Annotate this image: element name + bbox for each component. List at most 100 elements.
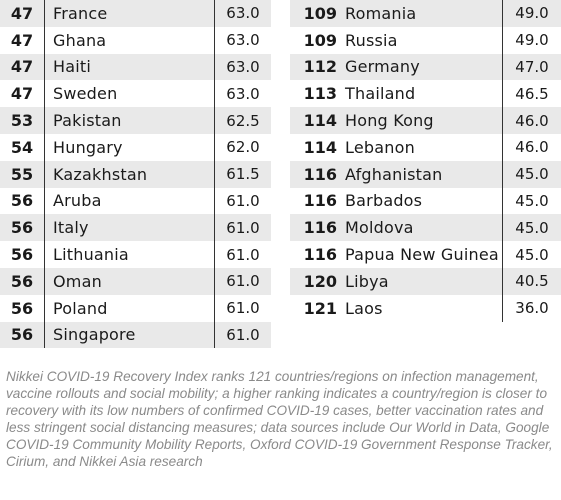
rank-cell: 47 <box>10 30 34 50</box>
footnote: Nikkei COVID-19 Recovery Index ranks 121… <box>6 369 553 470</box>
rank-cell: 56 <box>10 191 34 211</box>
score-cell: 63.0 <box>214 80 271 108</box>
table-row: 56 Aruba 61.0 <box>0 187 271 215</box>
table-row: 112 Germany 47.0 <box>290 53 561 81</box>
table-row: 114 Hong Kong 46.0 <box>290 107 561 134</box>
table-row: 47 Haiti 63.0 <box>0 53 271 81</box>
score-cell: 46.5 <box>502 80 561 108</box>
rank-cell: 47 <box>10 3 34 23</box>
score-cell: 61.0 <box>214 321 271 349</box>
table-row: 47 Ghana 63.0 <box>0 26 271 54</box>
score-cell: 61.0 <box>214 294 271 322</box>
rank-cell: 56 <box>10 271 34 291</box>
score-cell: 61.5 <box>214 160 271 188</box>
country-cell: Lithuania <box>44 241 214 268</box>
rank-cell: 116 <box>303 218 337 238</box>
table-row: 120 Libya 40.5 <box>290 267 561 295</box>
table-row: 113 Thailand 46.5 <box>290 80 561 108</box>
country-cell: Ghana <box>44 26 214 54</box>
country-cell: Germany <box>345 57 420 77</box>
table-row: 121 Laos 36.0 <box>290 294 561 322</box>
rank-cell: 56 <box>10 325 34 345</box>
country-cell: Barbados <box>345 191 423 211</box>
score-cell: 45.0 <box>502 160 561 188</box>
country-cell: Hungary <box>44 133 214 161</box>
table-row: 56 Poland 61.0 <box>0 294 271 322</box>
rank-cell: 56 <box>10 245 34 265</box>
table-row: 114 Lebanon 46.0 <box>290 133 561 161</box>
table-row: 53 Pakistan 62.5 <box>0 107 271 134</box>
score-cell: 61.0 <box>214 214 271 242</box>
table-row: 56 Italy 61.0 <box>0 214 271 242</box>
score-cell: 61.0 <box>214 241 271 268</box>
country-cell: Papua New Guinea <box>345 245 499 265</box>
rank-cell: 56 <box>10 298 34 318</box>
rank-cell: 116 <box>303 164 337 184</box>
country-cell: Pakistan <box>44 107 214 134</box>
score-cell: 40.5 <box>502 267 561 295</box>
rank-cell: 109 <box>303 3 337 23</box>
score-cell: 46.0 <box>502 107 561 134</box>
country-cell: Romania <box>345 3 417 23</box>
rank-cell: 120 <box>303 271 337 291</box>
country-cell: Lebanon <box>345 137 415 157</box>
table-row: 56 Singapore 61.0 <box>0 321 271 349</box>
country-cell: Libya <box>345 271 389 291</box>
score-cell: 45.0 <box>502 241 561 268</box>
table-row: 47 France 63.0 <box>0 0 271 27</box>
country-cell: Russia <box>345 30 398 50</box>
score-cell: 62.0 <box>214 133 271 161</box>
score-cell: 45.0 <box>502 187 561 215</box>
country-cell: Italy <box>44 214 214 242</box>
rank-cell: 109 <box>303 30 337 50</box>
country-cell: Kazakhstan <box>44 160 214 188</box>
table-row: 116 Afghanistan 45.0 <box>290 160 561 188</box>
country-cell: Thailand <box>345 84 416 104</box>
score-cell: 46.0 <box>502 133 561 161</box>
table-row: 56 Oman 61.0 <box>0 267 271 295</box>
table-row: 109 Romania 49.0 <box>290 0 561 27</box>
country-cell: Hong Kong <box>345 111 434 131</box>
table-row: 116 Papua New Guinea 45.0 <box>290 241 561 268</box>
table-row: 56 Lithuania 61.0 <box>0 241 271 268</box>
rank-cell: 47 <box>10 57 34 77</box>
rank-cell: 55 <box>10 164 34 184</box>
rank-cell: 114 <box>303 111 337 131</box>
score-cell: 62.5 <box>214 107 271 134</box>
table-row: 116 Barbados 45.0 <box>290 187 561 215</box>
country-cell: Singapore <box>44 321 214 349</box>
country-cell: Moldova <box>345 218 414 238</box>
rank-cell: 54 <box>10 137 34 157</box>
score-cell: 63.0 <box>214 53 271 81</box>
country-cell: Laos <box>345 298 383 318</box>
score-cell: 49.0 <box>502 26 561 54</box>
country-cell: Oman <box>44 267 214 295</box>
table-row: 47 Sweden 63.0 <box>0 80 271 108</box>
score-cell: 61.0 <box>214 187 271 215</box>
rank-cell: 53 <box>10 111 34 131</box>
ranking-table-left: 47 France 63.0 47 Ghana 63.0 47 Haiti 63.0 47 Swed… <box>0 0 271 349</box>
table-row: 55 Kazakhstan 61.5 <box>0 160 271 188</box>
country-cell: Haiti <box>44 53 214 81</box>
score-cell: 45.0 <box>502 214 561 242</box>
table-row: 109 Russia 49.0 <box>290 26 561 54</box>
score-cell: 63.0 <box>214 0 271 27</box>
rank-cell: 116 <box>303 191 337 211</box>
rank-cell: 121 <box>303 298 337 318</box>
country-cell: Afghanistan <box>345 164 443 184</box>
score-cell: 61.0 <box>214 267 271 295</box>
table-row: 116 Moldova 45.0 <box>290 214 561 242</box>
country-cell: Aruba <box>44 187 214 215</box>
score-cell: 49.0 <box>502 0 561 27</box>
rank-cell: 56 <box>10 218 34 238</box>
rank-cell: 113 <box>303 84 337 104</box>
rank-cell: 116 <box>303 245 337 265</box>
country-cell: Poland <box>44 294 214 322</box>
rank-cell: 112 <box>303 57 337 77</box>
score-cell: 47.0 <box>502 53 561 81</box>
country-cell: France <box>44 0 214 27</box>
country-cell: Sweden <box>44 80 214 108</box>
rank-cell: 114 <box>303 137 337 157</box>
ranking-table-right: 109 Romania 49.0 109 Russia 49.0 112 Germany 47.… <box>290 0 561 322</box>
score-cell: 36.0 <box>502 294 561 322</box>
